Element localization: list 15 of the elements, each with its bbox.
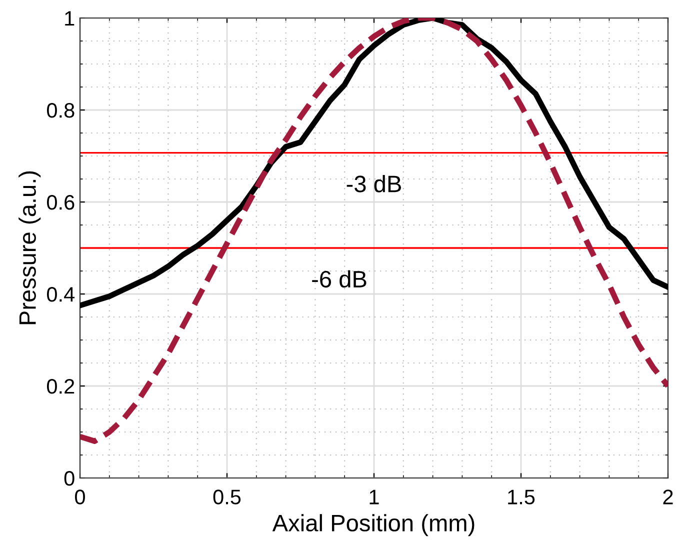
y-tick-label: 0.8 bbox=[46, 103, 74, 118]
x-tick-label: 0.5 bbox=[213, 490, 241, 504]
x-tick-label: 2 bbox=[663, 490, 673, 504]
x-tick-label: 1.5 bbox=[508, 490, 535, 504]
x-axis-title: Axial Position (mm) bbox=[272, 514, 474, 536]
y-tick-label: 0 bbox=[64, 471, 74, 486]
y-axis-title: Pressure (a.u.) bbox=[18, 171, 41, 324]
y-tick-label: 0.2 bbox=[46, 379, 74, 394]
ref-line-label: -3 dB bbox=[346, 175, 401, 192]
x-tick-label: 1 bbox=[370, 490, 379, 504]
y-tick-label: 1 bbox=[65, 11, 74, 26]
x-tick-label: 0 bbox=[75, 490, 85, 504]
ref-line-label: -6 dB bbox=[312, 270, 366, 288]
y-tick-label: 0.4 bbox=[46, 287, 75, 302]
y-tick-label: 0.6 bbox=[46, 195, 74, 210]
